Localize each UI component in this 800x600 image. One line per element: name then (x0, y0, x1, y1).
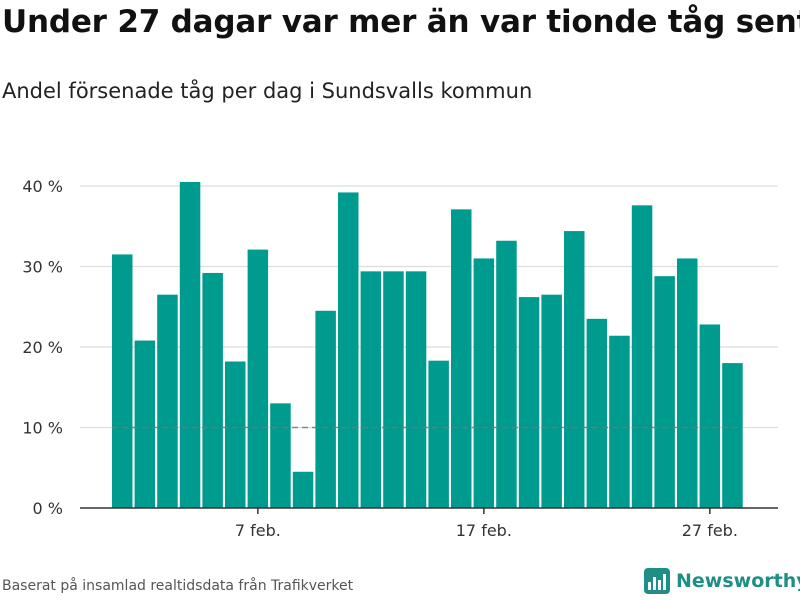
bar (699, 324, 721, 508)
bar (134, 340, 156, 508)
y-tick-label: 40 % (22, 177, 63, 196)
bar-chart: 0 % 10 % 20 % 30 % 40 % 7 feb. 17 feb. 27 feb. (22, 177, 778, 540)
x-tick-label: 7 feb. (235, 521, 281, 540)
bar (360, 271, 382, 508)
bar (496, 240, 517, 509)
y-tick-label: 30 % (22, 258, 63, 277)
bar (541, 294, 562, 508)
bar (247, 249, 269, 508)
bar (179, 181, 201, 508)
y-tick-label: 20 % (22, 338, 63, 357)
x-tick-label: 17 feb. (456, 521, 512, 540)
bar (722, 363, 743, 508)
bar-chart-logo-icon (644, 568, 670, 594)
chart-subtitle: Andel försenade tåg per dag i Sundsvalls… (2, 79, 533, 103)
bar (338, 192, 359, 508)
bar (677, 258, 698, 508)
bar (564, 231, 585, 508)
x-tick-label: 27 feb. (682, 521, 738, 540)
chart-title: Under 27 dagar var mer än var tionde tåg… (2, 4, 800, 40)
bar (473, 258, 495, 508)
y-tick-label: 10 % (22, 419, 63, 438)
bar (654, 276, 675, 508)
bar (270, 403, 291, 508)
bar (225, 361, 246, 508)
bar (405, 271, 427, 508)
bar (292, 471, 314, 508)
bar (631, 205, 653, 508)
bar (451, 209, 472, 508)
bar (518, 297, 540, 508)
y-tick-label: 0 % (33, 499, 63, 518)
bar (383, 271, 404, 508)
brand-name: Newsworthy (676, 570, 800, 592)
brand-logo: Newsworthy (644, 568, 800, 594)
bar (428, 360, 449, 508)
bar (112, 254, 133, 508)
bar (202, 272, 223, 508)
bar (157, 294, 178, 508)
source-note: Baserat på insamlad realtidsdata från Tr… (2, 578, 354, 594)
bar (315, 310, 336, 508)
bar (586, 318, 608, 508)
bar (609, 335, 630, 508)
